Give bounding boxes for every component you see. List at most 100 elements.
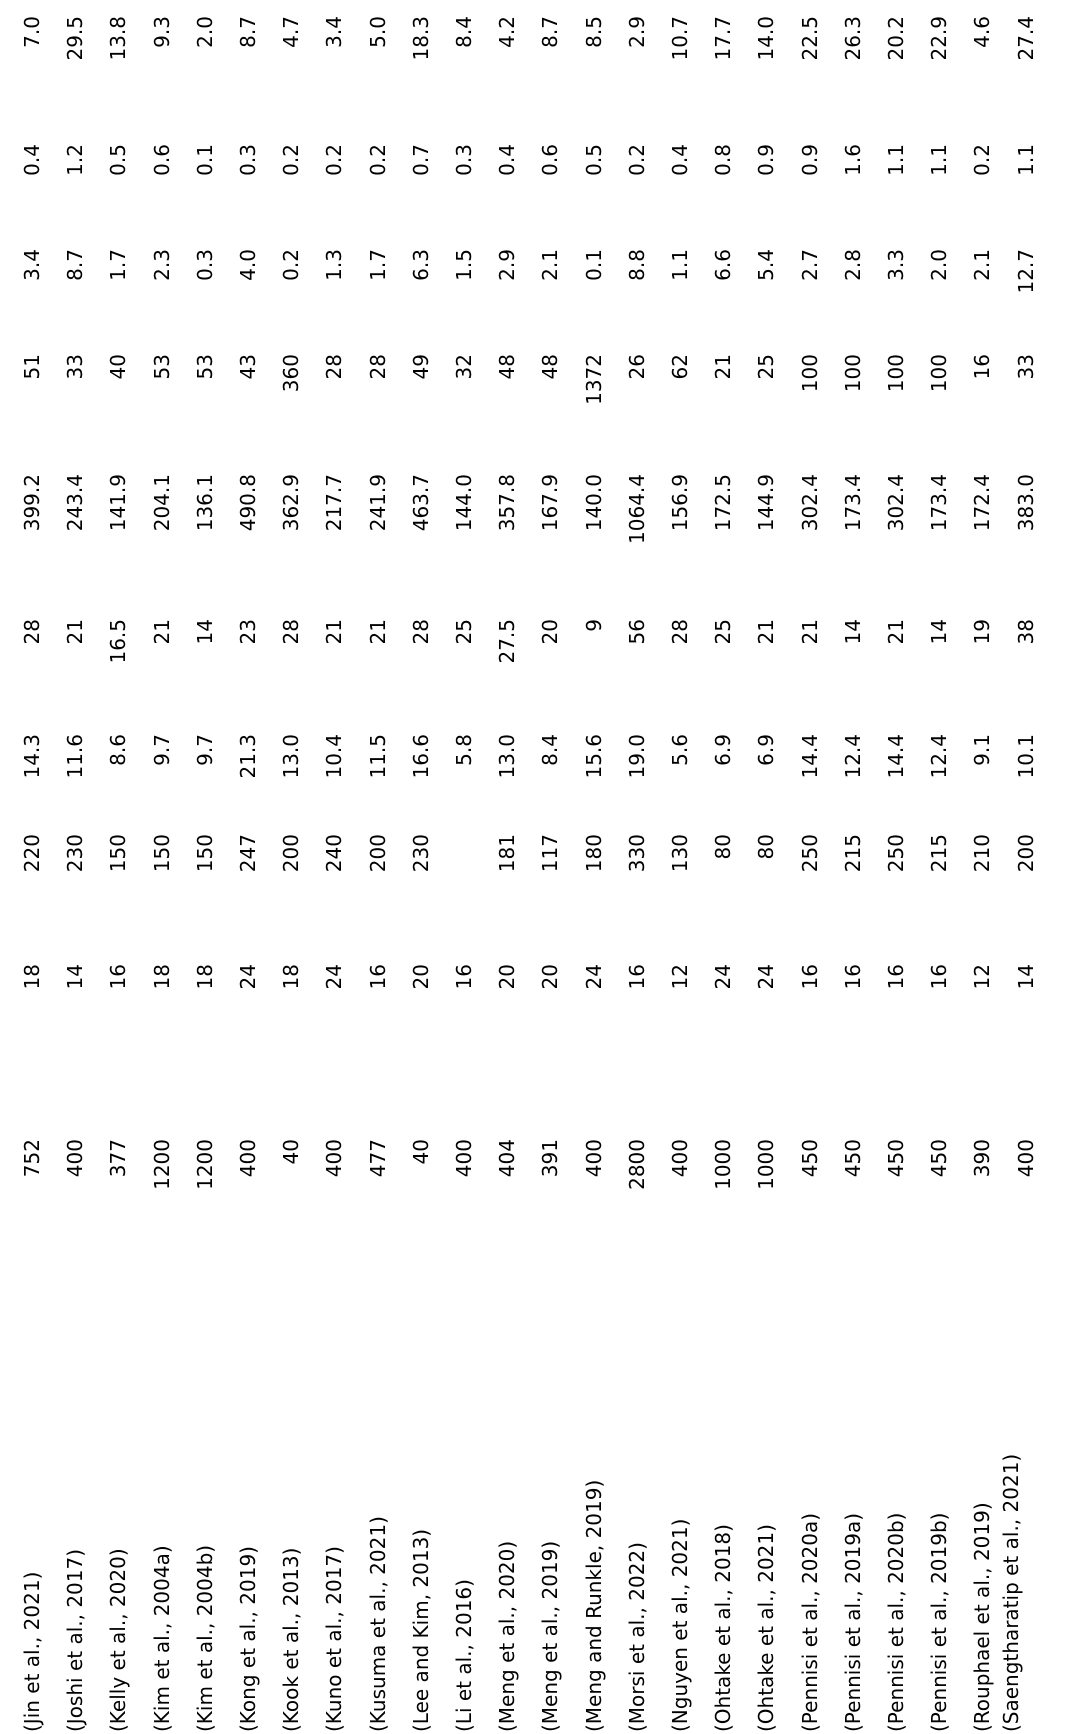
value-cell: 14 bbox=[840, 619, 865, 645]
value-cell: 16 bbox=[106, 964, 131, 990]
value-cell: 9.1 bbox=[970, 734, 995, 766]
value-cell: 22.9 bbox=[927, 16, 952, 61]
value-cell: 1000 bbox=[754, 1139, 779, 1190]
value-cell: 14.4 bbox=[797, 734, 822, 779]
value-cell: 13.8 bbox=[106, 16, 131, 61]
value-cell: 8.7 bbox=[63, 249, 88, 281]
reference-cell: (Pennisi et al., 2020b) bbox=[884, 1512, 908, 1732]
reference-cell: (Nguyen et al., 2021) bbox=[668, 1518, 692, 1732]
value-cell: 210 bbox=[970, 834, 995, 873]
value-cell: 404 bbox=[495, 1139, 520, 1178]
value-cell: 13.0 bbox=[279, 734, 304, 779]
table-row: (Morsi et al., 2022) 2800 16 330 19.0 56 1064.… bbox=[615, 0, 659, 1734]
value-cell: 100 bbox=[797, 354, 822, 393]
value-cell: 360 bbox=[279, 354, 304, 393]
reference-cell: (Meng et al., 2019) bbox=[538, 1540, 563, 1732]
value-cell: 144.0 bbox=[452, 474, 476, 532]
value-cell: 0.1 bbox=[192, 144, 217, 176]
table-row: (Ohtake et al., 2021) 1000 24 80 6.9 21 144.9 2… bbox=[744, 0, 788, 1734]
value-cell: 1.2 bbox=[63, 144, 88, 176]
value-cell: 2.9 bbox=[495, 249, 520, 281]
value-cell: 2.1 bbox=[538, 249, 563, 281]
value-cell: 400 bbox=[236, 1139, 260, 1178]
value-cell: 0.4 bbox=[495, 144, 520, 176]
value-cell: 130 bbox=[668, 834, 692, 873]
value-cell: 2.0 bbox=[192, 16, 217, 48]
value-cell: 383.0 bbox=[1013, 474, 1038, 532]
value-cell: 200 bbox=[365, 834, 390, 873]
value-cell: 15.6 bbox=[581, 734, 606, 779]
value-cell: 0.2 bbox=[365, 144, 390, 176]
value-cell: 400 bbox=[1013, 1139, 1038, 1178]
reference-cell: (Ohtake et al., 2021) bbox=[754, 1524, 779, 1732]
value-cell: 0.6 bbox=[538, 144, 563, 176]
table-row: (Pennisi et al., 2020b) 450 16 250 14.4 21 302… bbox=[874, 0, 918, 1734]
value-cell: 180 bbox=[581, 834, 606, 873]
value-cell: 1.1 bbox=[1013, 144, 1038, 176]
value-cell: 1.6 bbox=[840, 144, 865, 176]
value-cell: 357.8 bbox=[495, 474, 520, 532]
reference-cell: (Morsi et al., 2022) bbox=[624, 1542, 649, 1732]
value-cell: 8.6 bbox=[106, 734, 131, 766]
value-cell: 10.4 bbox=[322, 734, 347, 779]
value-cell: 1.5 bbox=[452, 249, 476, 281]
value-cell: 6.3 bbox=[408, 249, 433, 281]
value-cell: 1.1 bbox=[884, 144, 908, 176]
value-cell: 399.2 bbox=[20, 474, 44, 532]
value-cell: 391 bbox=[538, 1139, 563, 1178]
value-cell: 33 bbox=[63, 354, 88, 380]
value-cell: 0.2 bbox=[970, 144, 995, 176]
value-cell: 24 bbox=[236, 964, 260, 990]
reference-cell: (Kong et al., 2019) bbox=[236, 1546, 260, 1732]
value-cell: 16 bbox=[365, 964, 390, 990]
value-cell: 400 bbox=[63, 1139, 88, 1178]
value-cell: 21 bbox=[884, 619, 908, 645]
value-cell: 20 bbox=[495, 964, 520, 990]
table-row: (Meng et al., 2020) 404 20 181 13.0 27.5 357.8… bbox=[485, 0, 529, 1734]
value-cell: 21 bbox=[365, 619, 390, 645]
value-cell: 450 bbox=[884, 1139, 908, 1178]
value-cell: 100 bbox=[840, 354, 865, 393]
value-cell: 241.9 bbox=[365, 474, 390, 532]
value-cell: 11.5 bbox=[365, 734, 390, 779]
value-cell: 8.4 bbox=[452, 16, 476, 48]
value-cell: 390 bbox=[970, 1139, 995, 1178]
value-cell: 1.7 bbox=[106, 249, 131, 281]
value-cell: 3.3 bbox=[884, 249, 908, 281]
value-cell: 19.0 bbox=[624, 734, 649, 779]
value-cell: 150 bbox=[106, 834, 131, 873]
value-cell: 28 bbox=[365, 354, 390, 380]
value-cell: 1200 bbox=[192, 1139, 217, 1190]
value-cell: 0.5 bbox=[106, 144, 131, 176]
value-cell: 49 bbox=[408, 354, 433, 380]
table-row: (Pennisi et al., 2019a) 450 16 215 12.4 14 173… bbox=[831, 0, 875, 1734]
value-cell: 21 bbox=[63, 619, 88, 645]
value-cell: 16 bbox=[624, 964, 649, 990]
reference-cell: (Ohtake et al., 2018) bbox=[711, 1524, 736, 1732]
value-cell: 150 bbox=[149, 834, 174, 873]
value-cell: 8.4 bbox=[538, 734, 563, 766]
value-cell: 100 bbox=[927, 354, 952, 393]
table-row: (Pennisi et al., 2019b) 450 16 215 12.4 14 173… bbox=[917, 0, 961, 1734]
value-cell: 18 bbox=[279, 964, 304, 990]
value-cell: 25 bbox=[711, 619, 736, 645]
value-cell: 28 bbox=[322, 354, 347, 380]
value-cell: 12.7 bbox=[1013, 249, 1038, 294]
value-cell: 25 bbox=[452, 619, 476, 645]
reference-cell: (Saengtharatip et al., 2021) bbox=[998, 1453, 1023, 1732]
value-cell: 1.1 bbox=[927, 144, 952, 176]
value-cell: 167.9 bbox=[538, 474, 563, 532]
value-cell: 80 bbox=[711, 834, 736, 860]
value-cell: 6.9 bbox=[754, 734, 779, 766]
value-cell: 51 bbox=[20, 354, 44, 380]
value-cell: 8.5 bbox=[581, 16, 606, 48]
table-row: (Ohtake et al., 2018) 1000 24 80 6.9 25 172.5 2… bbox=[701, 0, 745, 1734]
value-cell: 2800 bbox=[624, 1139, 649, 1190]
value-cell: 220 bbox=[20, 834, 44, 873]
value-cell: 40 bbox=[408, 1139, 433, 1165]
value-cell: 2.8 bbox=[840, 249, 865, 281]
value-cell: 43 bbox=[236, 354, 260, 380]
value-cell: 450 bbox=[927, 1139, 952, 1178]
value-cell: 490.8 bbox=[236, 474, 260, 532]
